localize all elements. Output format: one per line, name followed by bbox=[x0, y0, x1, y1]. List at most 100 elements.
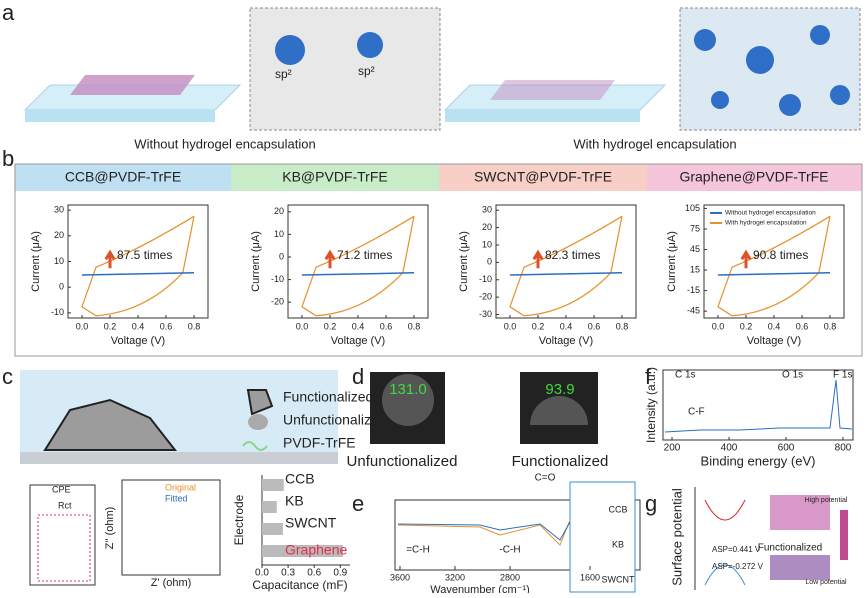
label: =C-H bbox=[406, 545, 430, 556]
y-tick-label: 10 bbox=[274, 229, 284, 239]
x-tick-label: 200 bbox=[664, 443, 681, 454]
y-tick-label: 10 bbox=[54, 256, 64, 266]
category-label: KB bbox=[285, 493, 304, 509]
y-tick-label: 0 bbox=[279, 251, 284, 261]
y-axis-label: Intensity (a.u.) bbox=[644, 367, 658, 443]
x-tick-label: 0.4 bbox=[560, 321, 573, 331]
x-tick-label: 0.8 bbox=[408, 321, 421, 331]
label: C 1s bbox=[675, 370, 696, 381]
annotation: 71.2 times bbox=[337, 248, 392, 262]
bar bbox=[262, 501, 277, 513]
spectrum bbox=[664, 379, 853, 433]
label: Rct bbox=[58, 500, 72, 510]
strip bbox=[231, 164, 439, 191]
legend-label: Fitted bbox=[165, 493, 188, 503]
x-tick-label: 0.0 bbox=[504, 321, 517, 331]
x-tick-label: 0.9 bbox=[333, 568, 347, 579]
y-tick-label: 10 bbox=[482, 239, 492, 249]
y-tick-label: 0 bbox=[59, 282, 64, 292]
label: ASP=-0.272 V bbox=[712, 562, 764, 571]
y-tick-label: 75 bbox=[690, 223, 700, 233]
arrow bbox=[532, 249, 544, 269]
spectrum bbox=[397, 521, 571, 541]
strip bbox=[647, 164, 862, 191]
x-axis-label: Voltage (V) bbox=[747, 335, 801, 347]
annotation: 87.5 times bbox=[117, 248, 172, 262]
g-curve bbox=[704, 564, 746, 586]
y-axis-label: Current (μA) bbox=[30, 231, 42, 292]
label: ASP=0.441 V bbox=[712, 545, 761, 554]
y-tick-label: -30 bbox=[479, 309, 492, 319]
annotation: 82.3 times bbox=[545, 248, 600, 262]
arrow bbox=[324, 249, 336, 269]
category-label: CCB bbox=[285, 471, 315, 487]
x-tick-label: 3200 bbox=[445, 572, 465, 582]
y-tick-label: 20 bbox=[482, 222, 492, 232]
panel-label: c bbox=[2, 364, 13, 389]
bar bbox=[262, 523, 283, 535]
label: C=O bbox=[535, 473, 556, 484]
y-tick-label: -10 bbox=[271, 274, 284, 284]
x-tick-label: 0.0 bbox=[296, 321, 309, 331]
x-tick-label: 0.0 bbox=[712, 321, 725, 331]
label: 131.0 bbox=[389, 381, 427, 398]
x-axis-label: Capacitance (mF) bbox=[252, 578, 347, 592]
x-axis-label: Voltage (V) bbox=[331, 335, 385, 347]
panel-label: e bbox=[352, 491, 364, 516]
y-tick-label: 15 bbox=[690, 264, 700, 274]
x-axis-label: Wavenumber (cm⁻¹) bbox=[430, 584, 530, 593]
label: CPE bbox=[52, 484, 71, 494]
caption: Unfunctionalized bbox=[347, 453, 458, 470]
x-tick-label: 400 bbox=[721, 443, 738, 454]
x-tick-label: 0.8 bbox=[824, 321, 837, 331]
panel-e-frame bbox=[394, 499, 641, 571]
y-tick-label: 105 bbox=[685, 203, 700, 213]
y-tick-label: 45 bbox=[690, 244, 700, 254]
label: High potential bbox=[805, 497, 848, 504]
y-tick-label: -20 bbox=[271, 297, 284, 307]
legend-label: With hydrogel encapsulation bbox=[725, 220, 807, 227]
x-tick-label: 0.6 bbox=[307, 568, 321, 579]
x-tick-label: 0.2 bbox=[104, 321, 117, 331]
label: C-F bbox=[688, 407, 705, 418]
legend-label: Functionalized bbox=[283, 389, 373, 405]
label: Low potential bbox=[805, 579, 847, 586]
x-tick-label: 2800 bbox=[500, 572, 520, 582]
y-axis-label: Current (μA) bbox=[458, 231, 470, 292]
x-axis-label: Voltage (V) bbox=[539, 335, 593, 347]
label: KB bbox=[612, 539, 624, 549]
spectrum bbox=[397, 519, 571, 546]
x-tick-label: 600 bbox=[778, 443, 795, 454]
x-axis-label: Z' (ohm) bbox=[151, 577, 192, 589]
label: O 1s bbox=[782, 370, 803, 381]
panel-f-frame bbox=[662, 369, 854, 441]
chart-title: CCB@PVDF-TrFE bbox=[65, 169, 181, 185]
x-tick-label: 0.0 bbox=[255, 568, 269, 579]
x-tick-label: 0.3 bbox=[281, 568, 295, 579]
y-tick-label: 20 bbox=[274, 206, 284, 216]
category-label: SWCNT bbox=[285, 515, 337, 531]
legend-label: Unfunctionalized bbox=[283, 412, 387, 428]
panel-label: g bbox=[645, 491, 657, 516]
x-tick-label: 0.6 bbox=[160, 321, 173, 331]
panel-label: a bbox=[2, 0, 15, 25]
label: -C-H bbox=[499, 545, 520, 556]
chart-title: Graphene@PVDF-TrFE bbox=[679, 169, 828, 185]
category-label: Graphene bbox=[285, 542, 347, 558]
y-tick-label: -20 bbox=[479, 292, 492, 302]
y-tick-label: 20 bbox=[54, 230, 64, 240]
label: CCB bbox=[608, 504, 627, 514]
bar bbox=[262, 479, 284, 491]
x-tick-label: 0.4 bbox=[352, 321, 365, 331]
panel-c-art bbox=[20, 370, 598, 586]
x-tick-label: 0.8 bbox=[188, 321, 201, 331]
cv-line bbox=[509, 272, 623, 276]
label: Functionalized bbox=[758, 543, 822, 554]
x-tick-label: 0.2 bbox=[324, 321, 337, 331]
y-axis-label: Current (μA) bbox=[250, 231, 262, 292]
x-tick-label: 0.0 bbox=[76, 321, 89, 331]
arrow bbox=[740, 249, 752, 269]
label: sp² bbox=[358, 64, 375, 78]
x-tick-label: 800 bbox=[835, 443, 852, 454]
